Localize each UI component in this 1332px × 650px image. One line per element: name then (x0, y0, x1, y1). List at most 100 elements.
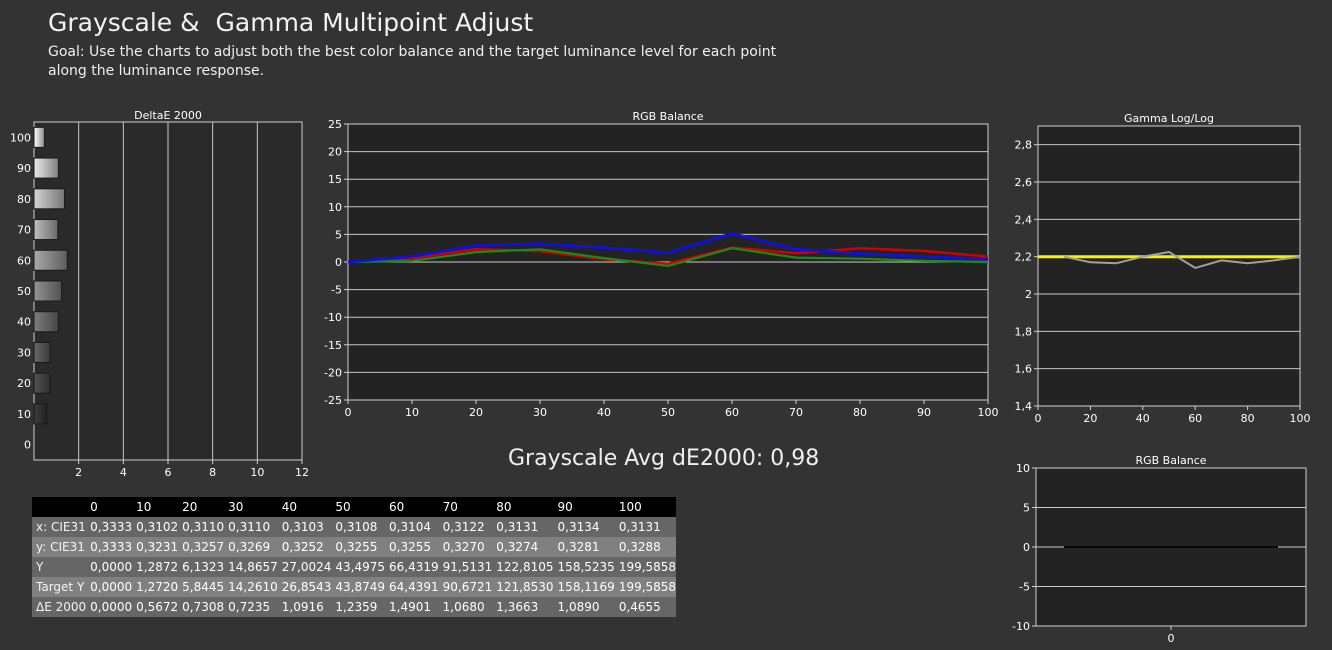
table-cell: 158,1169 (553, 577, 615, 597)
table-cell: 27,0024 (277, 557, 332, 577)
table-cell: 0,3104 (385, 517, 439, 537)
table-row-label: x: CIE31 (32, 517, 87, 537)
y-tick-label: -5 (331, 284, 342, 297)
page-title: Grayscale & Gamma Multipoint Adjust (48, 8, 534, 37)
table-cell: 0,4655 (614, 597, 677, 617)
y-tick-label: 80 (17, 193, 31, 206)
table-header-cell: 100 (614, 497, 677, 517)
y-tick-label: 10 (328, 201, 342, 214)
chart-title: RGB Balance (632, 110, 703, 123)
deltae-bar (33, 126, 45, 148)
x-tick-label: 40 (1136, 412, 1150, 425)
plot-area (1037, 125, 1301, 407)
table-cell: 0,3110 (178, 517, 225, 537)
table-cell: 0,3288 (614, 537, 677, 557)
table-cell: 1,2872 (132, 557, 179, 577)
table-cell: 0,3257 (178, 537, 225, 557)
table-cell: 1,0680 (438, 597, 493, 617)
y-tick-label: 30 (17, 346, 31, 359)
y-tick-label: -25 (324, 394, 342, 407)
x-tick-label: 2 (75, 466, 82, 479)
table-cell: 0,3131 (492, 517, 554, 537)
table-header-cell: 60 (385, 497, 439, 517)
y-tick-label: 2,2 (1015, 251, 1033, 264)
table-cell: 0,3122 (438, 517, 493, 537)
deltae-bar (33, 372, 51, 394)
y-tick-label: 0 (335, 256, 342, 269)
table-cell: 0,0000 (86, 577, 133, 597)
y-tick-label: 5 (335, 228, 342, 241)
table-cell: 90,6721 (438, 577, 493, 597)
table-cell: 0,3231 (132, 537, 179, 557)
y-tick-label: 90 (17, 162, 31, 175)
deltae-bar (33, 341, 51, 363)
table-cell: 14,8657 (224, 557, 278, 577)
table-cell: 0,3274 (492, 537, 554, 557)
y-tick-label: 2,6 (1015, 176, 1033, 189)
table-row-label: Y (32, 557, 87, 577)
deltae-bar (33, 219, 59, 241)
table-cell: 0,0000 (86, 597, 133, 617)
measurement-table: 0 10 20 30 40 50 60 70 80 90 100 x: CIE3… (32, 497, 677, 617)
y-tick-label: 20 (328, 146, 342, 159)
green-series-line (347, 247, 989, 267)
x-tick-label: 0 (1168, 632, 1175, 645)
y-tick-label: 1,6 (1015, 363, 1033, 376)
table-cell: 14,2610 (224, 577, 278, 597)
table-cell: 0,3269 (224, 537, 278, 557)
y-tick-label: 40 (17, 316, 31, 329)
table-cell: 43,8749 (331, 577, 386, 597)
table-cell: 199,5858 (614, 577, 677, 597)
table-cell: 121,8530 (492, 577, 554, 597)
y-tick-label: 10 (17, 408, 31, 421)
y-tick-label: 50 (17, 285, 31, 298)
table-header-corner (32, 497, 87, 517)
table-cell: 0,3102 (132, 517, 179, 537)
y-tick-label: -20 (324, 366, 342, 379)
table-cell: 0,3110 (224, 517, 278, 537)
table-cell: 0,3281 (553, 537, 615, 557)
table-cell: 0,3270 (438, 537, 493, 557)
rgb-balance-small-chart: RGB Balance 10 5 0 -5 -10 0 (1012, 454, 1307, 645)
deltae-bar (33, 403, 48, 425)
y-tick-label: 1,8 (1015, 325, 1033, 338)
table-row: y: CIE31 0,3333 0,3231 0,3257 0,3269 0,3… (32, 537, 677, 557)
table-row: ΔE 2000 0,0000 0,5672 0,7308 0,7235 1,09… (32, 597, 677, 617)
y-tick-label: -10 (324, 311, 342, 324)
table-cell: 1,4901 (385, 597, 439, 617)
table-cell: 0,3134 (553, 517, 615, 537)
chart-title: DeltaE 2000 (134, 109, 202, 122)
grayscale-average: Grayscale Avg dE2000: 0,98 (508, 446, 820, 471)
y-tick-label: -10 (1012, 620, 1030, 633)
x-tick-label: 0 (345, 406, 352, 419)
table-cell: 1,2720 (132, 577, 179, 597)
table-cell: 0,5672 (132, 597, 179, 617)
y-tick-label: 100 (10, 131, 31, 144)
table-cell: 0,3333 (86, 517, 133, 537)
x-tick-label: 10 (405, 406, 419, 419)
table-cell: 0,3103 (277, 517, 332, 537)
table-header-cell: 50 (331, 497, 386, 517)
table-cell: 26,8543 (277, 577, 332, 597)
x-tick-label: 60 (725, 406, 739, 419)
table-cell: 91,5131 (438, 557, 493, 577)
table-cell: 64,4391 (385, 577, 439, 597)
table-header-cell: 70 (438, 497, 493, 517)
x-tick-label: 6 (165, 466, 172, 479)
table-header-cell: 0 (86, 497, 133, 517)
deltae-bar (33, 157, 59, 179)
table-cell: 0,3333 (86, 537, 133, 557)
x-tick-label: 30 (533, 406, 547, 419)
table-header-cell: 40 (277, 497, 332, 517)
x-tick-label: 10 (250, 466, 264, 479)
table-cell: 1,2359 (331, 597, 386, 617)
table-row: Target Y 0,0000 1,2720 5,8445 14,2610 26… (32, 577, 677, 597)
x-tick-label: 70 (789, 406, 803, 419)
y-tick-label: 2,8 (1015, 139, 1033, 152)
blue-series-line (347, 231, 989, 264)
y-tick-label: 2,4 (1015, 213, 1033, 226)
x-tick-label: 20 (1083, 412, 1097, 425)
x-tick-label: 8 (209, 466, 216, 479)
table-row-label: y: CIE31 (32, 537, 87, 557)
